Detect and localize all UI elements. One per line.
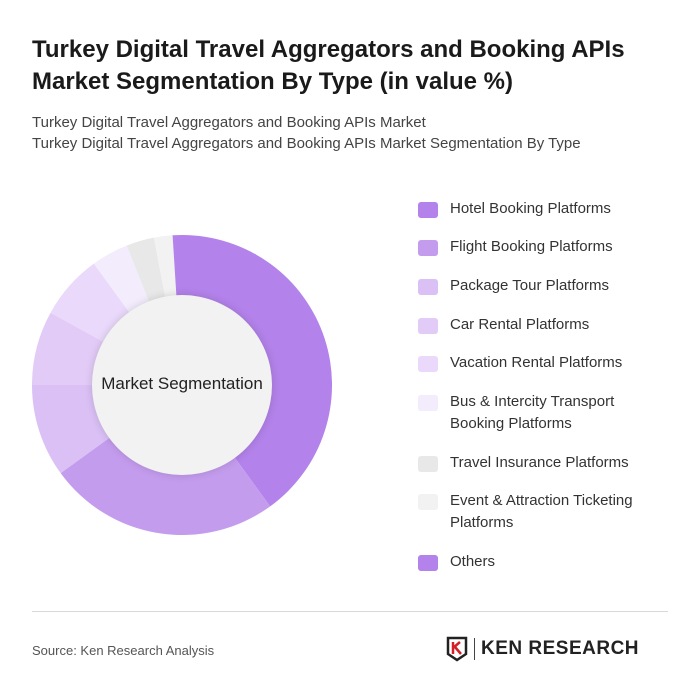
legend-swatch <box>418 318 438 334</box>
logo-text: KEN RESEARCH <box>481 638 640 659</box>
donut-slice-others <box>172 235 182 298</box>
donut-slice-travel-insurance-platforms <box>126 237 166 304</box>
donut-slice-bus-intercity-transport-booking-platforms <box>93 245 150 314</box>
source-note: Source: Ken Research Analysis <box>32 643 215 658</box>
legend-swatch <box>418 494 438 510</box>
legend-swatch <box>418 456 438 472</box>
chart-title: Turkey Digital Travel Aggregators and Bo… <box>32 36 625 95</box>
legend-swatch <box>418 202 438 218</box>
legend-swatch <box>418 279 438 295</box>
legend-swatch <box>418 395 438 411</box>
legend-item: Vacation Rental Platforms <box>418 352 658 374</box>
legend-item: Hotel Booking Platforms <box>418 198 658 220</box>
donut-slice-package-tour-platforms <box>32 385 111 474</box>
legend-item: Travel Insurance Platforms <box>418 452 658 474</box>
legend-item: Others <box>418 551 658 573</box>
legend-item: Flight Booking Platforms <box>418 236 658 258</box>
divider <box>32 611 668 612</box>
donut-slice-flight-booking-platforms <box>60 436 271 535</box>
legend-swatch <box>418 356 438 372</box>
legend-item: Event & Attraction Ticketing Platforms <box>418 490 658 534</box>
subtitle-line-2: Turkey Digital Travel Aggregators and Bo… <box>32 135 581 152</box>
legend-swatch <box>418 240 438 256</box>
donut-slice-vacation-rental-platforms <box>50 263 131 343</box>
legend-label: Car Rental Platforms <box>450 316 590 333</box>
donut-center <box>92 295 272 475</box>
legend-label: Others <box>450 553 496 570</box>
legend-label: Travel Insurance Platforms <box>450 454 629 471</box>
legend-swatch <box>418 555 438 571</box>
legend-label: Bus & Intercity Transport Booking Platfo… <box>450 393 615 432</box>
legend-label: Vacation Rental Platforms <box>450 354 623 371</box>
donut-slice-car-rental-platforms <box>32 312 105 385</box>
donut-chart <box>32 235 332 535</box>
subtitle-line-1: Turkey Digital Travel Aggregators and Bo… <box>32 114 426 131</box>
legend-item: Car Rental Platforms <box>418 314 658 336</box>
logo-separator <box>474 638 475 660</box>
center-label: Market Segmentation <box>101 374 263 393</box>
legend-item: Package Tour Platforms <box>418 275 658 297</box>
legend-label: Flight Booking Platforms <box>450 238 613 255</box>
donut-slice-hotel-booking-platforms <box>182 235 332 507</box>
legend-item: Bus & Intercity Transport Booking Platfo… <box>418 391 658 435</box>
donut-slice-event-attraction-ticketing-platforms <box>153 235 177 299</box>
legend-label: Hotel Booking Platforms <box>450 200 611 217</box>
legend-label: Event & Attraction Ticketing Platforms <box>450 492 633 531</box>
ken-research-logo: KEN RESEARCH <box>446 636 639 662</box>
logo-icon <box>446 636 468 662</box>
legend-label: Package Tour Platforms <box>450 277 609 294</box>
